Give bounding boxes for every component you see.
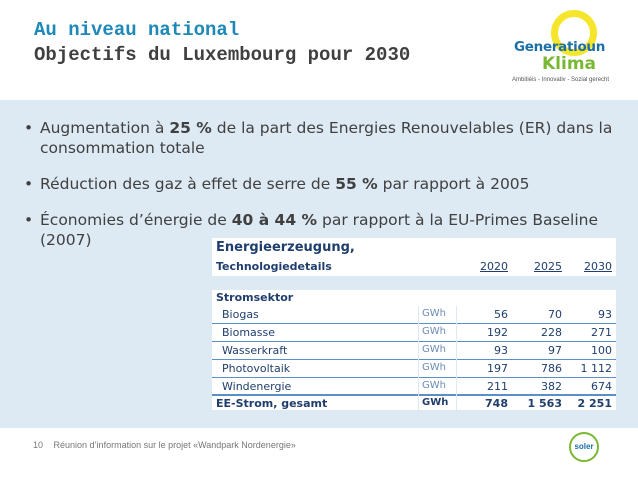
year-header-2030: 2030: [584, 260, 612, 273]
bullet-highlight: 55 %: [335, 175, 378, 193]
logo-word-1: Generatioun: [514, 39, 606, 55]
cell-2020: 211: [487, 380, 508, 393]
cell-2030: 93: [598, 308, 612, 321]
bullet-text: Augmentation à: [40, 119, 170, 137]
table-row: Wasserkraft GWh 93 97 100: [212, 342, 616, 360]
row-name: Wasserkraft: [222, 344, 288, 357]
bullet-item: Augmentation à 25 % de la part des Energ…: [24, 118, 614, 158]
cell-2025: 70: [548, 308, 562, 321]
cell-2025: 97: [548, 344, 562, 357]
title-line-2: Objectifs du Luxembourg pour 2030: [34, 44, 411, 66]
row-name: Biogas: [222, 308, 259, 321]
table-row: Biogas GWh 56 70 93: [212, 306, 616, 324]
cell-2025: 382: [541, 380, 562, 393]
bullet-text: de la part des Energies Renouvelables (E…: [40, 119, 613, 157]
cell-2020: 93: [494, 344, 508, 357]
cell-2020: 56: [494, 308, 508, 321]
footer: 10 Réunion d’information sur le projet «…: [33, 440, 296, 450]
logo-tagline: Ambitiéis - Innovativ - Sozial gerecht: [512, 77, 610, 83]
header-divider: [212, 276, 616, 290]
year-header-2025: 2025: [534, 260, 562, 273]
table-row: Biomasse GWh 192 228 271: [212, 324, 616, 342]
row-name: Biomasse: [222, 326, 276, 339]
cell-2020: 197: [487, 362, 508, 375]
row-name: Windenergie: [222, 380, 292, 393]
logo-word-2: Klima: [542, 54, 597, 74]
cell-2025: 228: [541, 326, 562, 339]
row-unit: GWh: [422, 326, 446, 337]
table-total-row: EE-Strom, gesamt GWh 748 1 563 2 251: [212, 394, 616, 410]
table-row: Photovoltaik GWh 197 786 1 112: [212, 360, 616, 378]
row-unit: GWh: [422, 380, 446, 391]
row-name: Photovoltaik: [222, 362, 291, 375]
table-subtitle: Technologiedetails: [216, 260, 332, 273]
title-line-1: Au niveau national: [34, 19, 240, 41]
generatioun-klima-logo: Generatioun Klima Ambitiéis - Innovativ …: [512, 10, 624, 88]
logo-ring-icon: [551, 10, 597, 56]
bullet-text: Réduction des gaz à effet de serre de: [40, 175, 336, 193]
bullet-item: Réduction des gaz à effet de serre de 55…: [24, 174, 614, 194]
bullet-highlight: 25 %: [169, 119, 212, 137]
page-number: 10: [33, 440, 44, 450]
cell-2030: 2 251: [577, 397, 612, 410]
cell-2030: 100: [591, 344, 612, 357]
soler-logo: soler: [569, 432, 599, 462]
row-unit: GWh: [422, 344, 446, 355]
bullet-text: par rapport à 2005: [377, 175, 530, 193]
year-header-2020: 2020: [480, 260, 508, 273]
table-section-label: Stromsektor: [216, 291, 294, 304]
bullet-text: par rapport à la EU-Primes Baseline (200…: [40, 211, 599, 249]
bullet-text: Économies d’énergie de: [40, 211, 232, 229]
row-unit: GWh: [422, 397, 449, 408]
row-unit: GWh: [422, 362, 446, 373]
column-divider: [456, 306, 457, 410]
page-title: Au niveau national Objectifs du Luxembou…: [34, 18, 410, 68]
cell-2030: 271: [591, 326, 612, 339]
table-row: Windenergie GWh 211 382 674: [212, 378, 616, 396]
row-name: EE-Strom, gesamt: [216, 397, 328, 410]
column-divider: [418, 306, 419, 410]
cell-2020: 192: [487, 326, 508, 339]
bullet-highlight: 40 à 44 %: [231, 211, 318, 229]
cell-2025: 786: [541, 362, 562, 375]
row-unit: GWh: [422, 308, 446, 319]
bullet-item: Économies d’énergie de 40 à 44 % par rap…: [24, 210, 614, 250]
table-title: Energieerzeugung,: [216, 240, 355, 255]
cell-2020: 748: [485, 397, 508, 410]
footer-text: Réunion d’information sur le projet «Wan…: [53, 440, 296, 450]
cell-2025: 1 563: [527, 397, 562, 410]
energy-table: Energieerzeugung, Technologiedetails 202…: [212, 238, 616, 410]
bullet-list: Augmentation à 25 % de la part des Energ…: [24, 118, 614, 266]
cell-2030: 1 112: [580, 362, 613, 375]
cell-2030: 674: [591, 380, 612, 393]
